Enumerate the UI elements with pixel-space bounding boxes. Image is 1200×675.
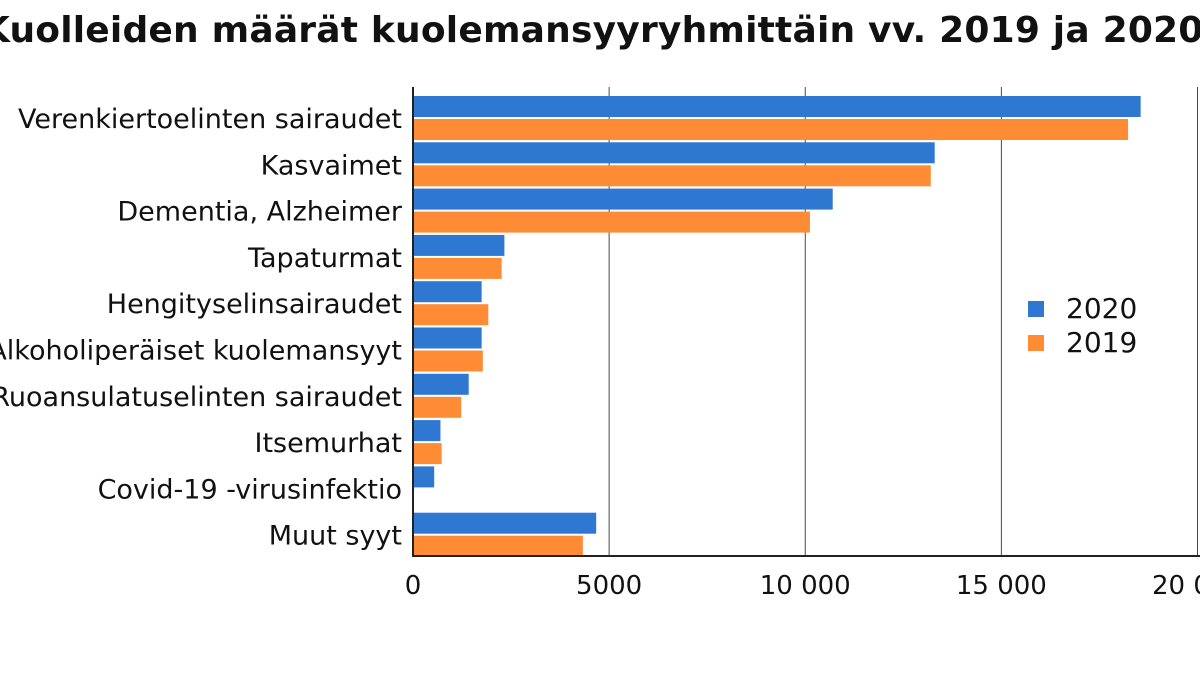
- category-label-tapaturmat: Tapaturmat: [247, 243, 402, 274]
- bar-2019-ruoansulatuselinten-sairaudet: [414, 396, 462, 418]
- bar-2020-hengityselinsairaudet: [414, 281, 482, 303]
- bar-2020-alkoholiper-iset-kuolemansyyt: [414, 327, 482, 349]
- category-label-alkoholiper-iset-kuolemansyyt: Alkoholiperäiset kuolemansyyt: [0, 336, 402, 367]
- bars: [414, 96, 1141, 557]
- category-label-covid-19-virusinfektio: Covid-19 -virusinfektio: [98, 474, 402, 505]
- category-label-ruoansulatuselinten-sairaudet: Ruoansulatuselinten sairaudet: [0, 382, 402, 413]
- bar-2020-kasvaimet: [414, 142, 935, 164]
- category-label-itsemurhat: Itsemurhat: [254, 428, 402, 459]
- category-label-verenkiertoelinten-sairaudet: Verenkiertoelinten sairaudet: [18, 104, 402, 135]
- bar-2019-kasvaimet: [414, 165, 931, 187]
- bar-2019-tapaturmat: [414, 257, 502, 279]
- legend-label-2020: 2020: [1066, 292, 1137, 325]
- bar-2019-verenkiertoelinten-sairaudet: [414, 119, 1129, 140]
- category-label-muut-syyt: Muut syyt: [269, 521, 402, 552]
- x-tick-label-15000: 15 000: [956, 571, 1047, 601]
- bar-2020-verenkiertoelinten-sairaudet: [414, 96, 1141, 117]
- bar-2020-covid-19-virusinfektio: [414, 466, 435, 488]
- x-tick-label-20000: 20 000: [1152, 571, 1200, 601]
- bar-2019-itsemurhat: [414, 443, 442, 465]
- tick-labels: 0 5000 10 000 15 000 20 000: [405, 571, 1200, 601]
- bar-2019-muut-syyt: [414, 535, 583, 557]
- bar-2020-dementia-alzheimer: [414, 188, 833, 210]
- x-tick-label-10000: 10 000: [760, 571, 851, 601]
- legend-swatch-2020: [1028, 301, 1044, 317]
- bar-2020-ruoansulatuselinten-sairaudet: [414, 373, 469, 395]
- bar-2019-dementia-alzheimer: [414, 211, 810, 233]
- category-label-kasvaimet: Kasvaimet: [261, 150, 402, 181]
- bar-2020-tapaturmat: [414, 234, 505, 256]
- category-labels: Verenkiertoelinten sairaudet Kasvaimet Dem…: [0, 104, 403, 552]
- legend-swatch-2019: [1028, 335, 1044, 351]
- category-label-hengityselinsairaudet: Hengityselinsairaudet: [107, 289, 402, 320]
- x-tick-label-5000: 5000: [576, 571, 642, 601]
- legend-label-2019: 2019: [1066, 326, 1137, 359]
- bar-2019-alkoholiper-iset-kuolemansyyt: [414, 350, 483, 372]
- bar-2020-muut-syyt: [414, 512, 597, 534]
- x-tick-label-0: 0: [405, 571, 422, 601]
- bar-2019-hengityselinsairaudet: [414, 304, 489, 326]
- category-label-dementia-alzheimer: Dementia, Alzheimer: [117, 197, 403, 228]
- bar-2020-itsemurhat: [414, 420, 441, 442]
- chart-title: Kuolleiden määrät kuolemansyyryhmittäin …: [0, 10, 1200, 51]
- gridlines: [608, 87, 1198, 556]
- axes: [412, 87, 1200, 557]
